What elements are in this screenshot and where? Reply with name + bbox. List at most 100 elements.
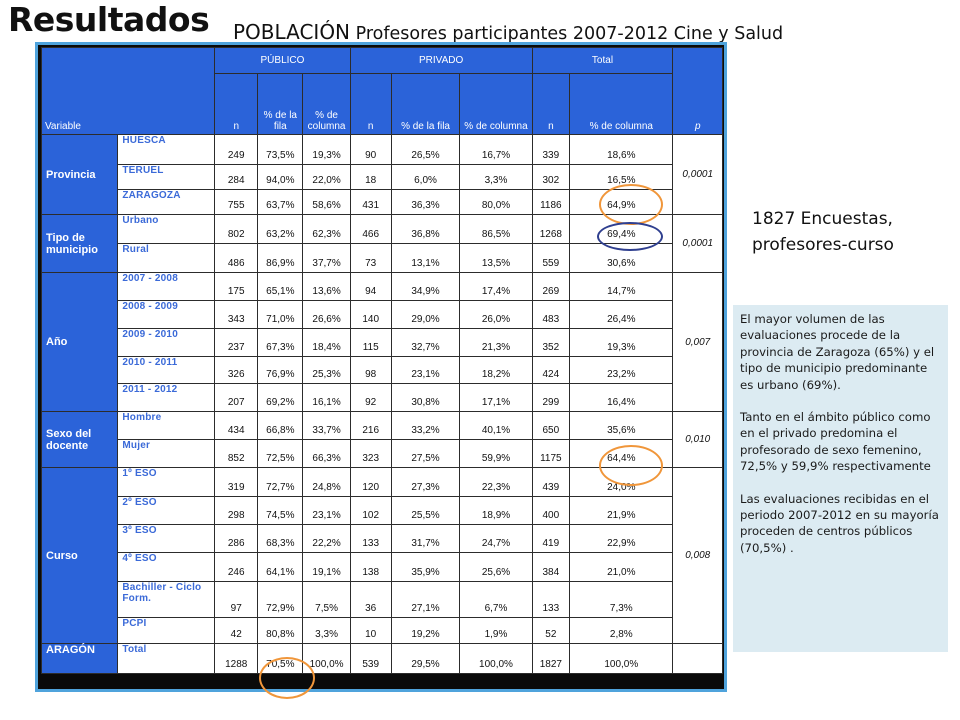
cell-pri-fila: 27,3% (390, 467, 461, 497)
cell-pri-n: 92 (349, 383, 392, 412)
section-label: Provincia (40, 134, 119, 215)
row-label: 2º ESO (117, 496, 216, 525)
cell-tot-col: 16,4% (569, 383, 674, 412)
encuestas-line-1: 1827 Encuestas, (752, 209, 893, 229)
cell-pri-n: 94 (349, 272, 392, 301)
cell-pri-col: 40,1% (459, 411, 533, 440)
encuestas-line-2: profesores-curso (752, 235, 894, 255)
cell-pub-col: 18,4% (302, 328, 351, 357)
subtitle-highlight: POBLACIÓN (233, 20, 351, 44)
cell-pri-n: 539 (349, 643, 392, 674)
cell-pri-fila: 32,7% (390, 328, 461, 357)
cell-tot-n: 339 (531, 134, 571, 165)
cell-pri-n: 216 (349, 411, 392, 440)
table-row: Sexo del docente Hombre 434 66,8% 33,7% 216 33… (40, 411, 723, 468)
row-label: HUESCA (117, 134, 216, 165)
cell-pri-n: 90 (349, 134, 392, 165)
cell-pub-fila: 71,0% (257, 300, 304, 329)
cell-pub-n: 249 (214, 134, 259, 165)
cell-tot-n: 483 (531, 300, 571, 329)
cell-tot-col: 35,6% (569, 411, 674, 440)
cell-pri-col: 13,5% (459, 243, 533, 273)
cell-pri-col: 26,0% (459, 300, 533, 329)
header-variable: Variable (45, 121, 81, 132)
encuestas-label: 1827 Encuestas, profesores-curso (752, 206, 894, 258)
header-total: Total (531, 47, 674, 74)
cell-pub-col: 22,2% (302, 524, 351, 553)
p-value: 0,0001 (672, 134, 723, 215)
cell-pri-col: 22,3% (459, 467, 533, 497)
cell-tot-col: 2,8% (569, 617, 674, 644)
table-row: Mujer 852 72,5% 66,3% 323 27,5% 59,9% 1175 64,4% (42, 439, 723, 468)
cell-pub-n: 42 (214, 617, 259, 644)
cell-pri-col: 25,6% (459, 552, 533, 582)
cell-pub-col: 37,7% (302, 243, 351, 273)
cell-pri-fila: 31,7% (390, 524, 461, 553)
cell-tot-col: 24,0% (569, 467, 674, 497)
table-row: 2008 - 2009 343 71,0% 26,6% 140 29,0% 26,0% 483… (42, 300, 723, 329)
cell-tot-col: 64,4% (569, 439, 674, 468)
cell-pri-fila: 23,1% (390, 356, 461, 384)
cell-pri-col: 17,1% (459, 383, 533, 412)
row-label: Urbano (117, 214, 216, 244)
row-label: 2008 - 2009 (117, 300, 216, 329)
cell-pub-fila: 68,3% (257, 524, 304, 553)
cell-tot-col: 26,4% (569, 300, 674, 329)
header-privado: PRIVADO (349, 47, 533, 74)
cell-pri-col: 17,4% (459, 272, 533, 301)
row-label: ZARAGOZA (117, 189, 216, 215)
cell-tot-col: 23,2% (569, 356, 674, 384)
section-label: ARAGÓN (40, 643, 119, 674)
cell-pub-n: 852 (214, 439, 259, 468)
cell-pub-n: 284 (214, 164, 259, 190)
p-value: 0,010 (672, 411, 723, 468)
note-paragraph: Tanto en el ámbito público como en el pr… (740, 410, 931, 474)
note-paragraph: Las evaluaciones recibidas en el periodo… (740, 491, 939, 555)
cell-pri-fila: 29,5% (390, 643, 461, 674)
cell-pri-col: 80,0% (459, 189, 533, 215)
row-label: Bachiller - Ciclo Form. (117, 581, 216, 618)
cell-pub-fila: 65,1% (257, 272, 304, 301)
slide-title: Resultados (8, 0, 210, 39)
cell-pri-fila: 27,1% (390, 581, 461, 618)
cell-tot-n: 302 (531, 164, 571, 190)
cell-tot-col: 16,5% (569, 164, 674, 190)
row-label: Hombre (117, 411, 216, 440)
cell-tot-n: 419 (531, 524, 571, 553)
table-row: Curso 1º ESO 319 72,7% 24,8% 120 27,3% 22,3% 439… (40, 467, 723, 644)
cell-tot-col: 22,9% (569, 524, 674, 553)
cell-pub-col: 66,3% (302, 439, 351, 468)
cell-tot-col: 19,3% (569, 328, 674, 357)
cell-tot-n: 299 (531, 383, 571, 412)
cell-pri-n: 115 (349, 328, 392, 357)
cell-pub-col: 19,1% (302, 552, 351, 582)
cell-pri-fila: 30,8% (390, 383, 461, 412)
header-pri-columna: % de columna (459, 73, 533, 135)
cell-pri-n: 138 (349, 552, 392, 582)
table-row: Bachiller - Ciclo Form. 97 72,9% 7,5% 36 27,1… (42, 581, 723, 618)
cell-pub-n: 434 (214, 411, 259, 440)
row-label: PCPI (117, 617, 216, 644)
cell-tot-n: 269 (531, 272, 571, 301)
cell-pri-n: 466 (349, 214, 392, 244)
note-paragraph: El mayor volumen de las evaluaciones pro… (740, 312, 935, 392)
cell-tot-n: 650 (531, 411, 571, 440)
cell-pri-col: 21,3% (459, 328, 533, 357)
p-value: 0,007 (672, 272, 723, 412)
cell-pub-fila: 72,7% (257, 467, 304, 497)
cell-tot-n: 1175 (531, 439, 571, 468)
row-label: TERUEL (117, 164, 216, 190)
table-row: Tipo de municipio Urbano 802 63,2% 62,3% 466 3… (40, 214, 723, 273)
cell-pub-col: 7,5% (302, 581, 351, 618)
cell-pri-fila: 35,9% (390, 552, 461, 582)
section-label: Año (40, 272, 119, 412)
header-pri-fila: % de la fila (390, 73, 461, 135)
cell-pri-n: 102 (349, 496, 392, 525)
table-row: ARAGÓN Total 1288 70,5% 100,0% 539 29,5% 100,0%… (40, 643, 723, 674)
cell-pri-n: 36 (349, 581, 392, 618)
cell-tot-col: 7,3% (569, 581, 674, 618)
cell-pri-fila: 26,5% (390, 134, 461, 165)
cell-pri-fila: 27,5% (390, 439, 461, 468)
cell-pri-col: 18,2% (459, 356, 533, 384)
cell-pri-fila: 36,3% (390, 189, 461, 215)
